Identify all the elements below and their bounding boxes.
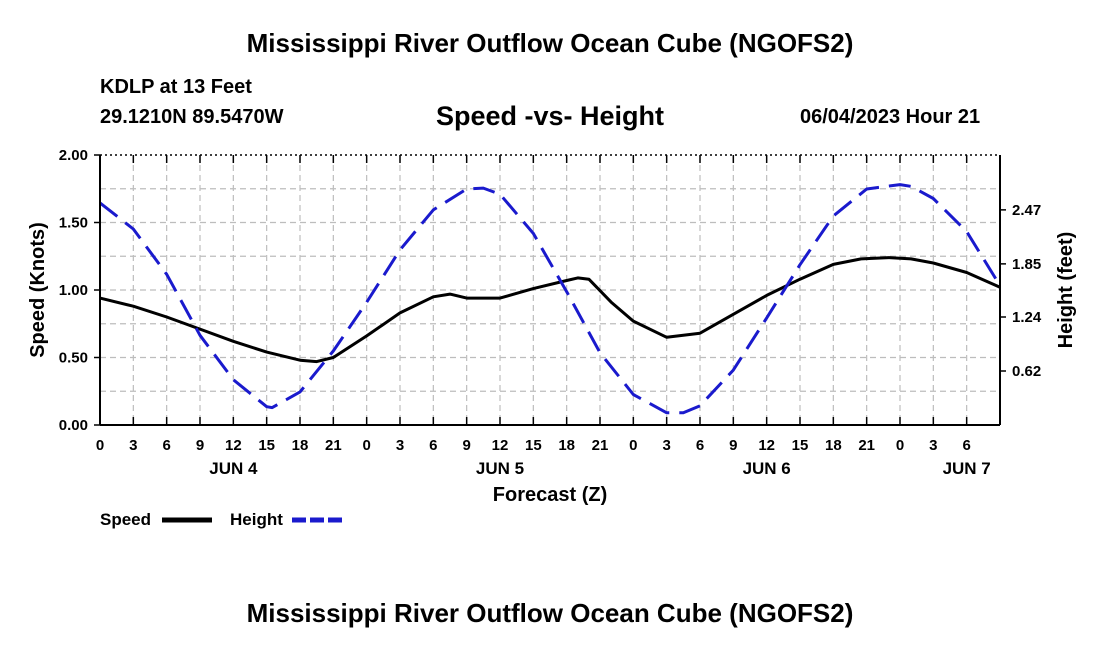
- chart-title: Mississippi River Outflow Ocean Cube (NG…: [246, 28, 854, 58]
- y-axis-title: Speed (Knots): [27, 222, 49, 358]
- x-tick-label: 21: [858, 437, 875, 454]
- x-tick-label: 18: [558, 437, 575, 454]
- y-tick-label: 2.00: [59, 147, 88, 164]
- x-tick-label: 3: [662, 437, 670, 454]
- y-tick-label: 0.00: [59, 417, 88, 434]
- x-axis-title: Forecast (Z): [493, 484, 607, 506]
- x-tick-label: 3: [929, 437, 937, 454]
- legend-speed-label: Speed: [100, 510, 151, 529]
- x-tick-label: 0: [362, 437, 370, 454]
- x-tick-label: 12: [758, 437, 775, 454]
- y-tick-label: 1.50: [59, 215, 88, 232]
- x-tick-label: 0: [96, 437, 104, 454]
- x-tick-label: 3: [129, 437, 137, 454]
- x-tick-label: 21: [592, 437, 609, 454]
- station-coordinates: 29.1210N 89.5470W: [100, 106, 284, 128]
- footer-title: Mississippi River Outflow Ocean Cube (NG…: [246, 598, 854, 628]
- y-tick-label: 1.00: [59, 282, 88, 299]
- x-tick-label: 6: [696, 437, 704, 454]
- x-tick-label: 21: [325, 437, 342, 454]
- y2-tick-label: 1.85: [1012, 256, 1041, 273]
- x-tick-label: 6: [429, 437, 437, 454]
- x-tick-label: 15: [258, 437, 275, 454]
- x-tick-label: 0: [629, 437, 637, 454]
- day-label: JUN 5: [476, 459, 524, 478]
- legend-height-label: Height: [230, 510, 283, 529]
- x-tick-label: 9: [729, 437, 737, 454]
- y-tick-label: 0.50: [59, 350, 88, 367]
- day-label: JUN 7: [943, 459, 991, 478]
- chart-subtitle: Speed -vs- Height: [435, 101, 665, 131]
- x-tick-label: 9: [462, 437, 470, 454]
- day-label: JUN 4: [209, 459, 258, 478]
- y2-tick-label: 1.24: [1012, 309, 1042, 326]
- series-speed-line: [99, 256, 1001, 364]
- x-tick-label: 12: [492, 437, 509, 454]
- y2-tick-label: 2.47: [1012, 202, 1041, 219]
- station-label: KDLP at 13 Feet: [100, 76, 252, 98]
- series-height-line: [99, 183, 1002, 415]
- x-tick-label: 6: [162, 437, 170, 454]
- x-tick-label: 15: [792, 437, 809, 454]
- x-tick-label: 3: [396, 437, 404, 454]
- x-tick-label: 18: [292, 437, 309, 454]
- x-tick-label: 12: [225, 437, 242, 454]
- x-tick-label: 18: [825, 437, 842, 454]
- forecast-datetime: 06/04/2023 Hour 21: [800, 106, 981, 128]
- y2-axis-title: Height (feet): [1055, 232, 1077, 349]
- x-tick-label: 9: [196, 437, 204, 454]
- x-tick-label: 15: [525, 437, 542, 454]
- x-tick-label: 6: [962, 437, 970, 454]
- y2-tick-label: 0.62: [1012, 363, 1041, 380]
- x-tick-label: 0: [896, 437, 904, 454]
- day-label: JUN 6: [743, 459, 791, 478]
